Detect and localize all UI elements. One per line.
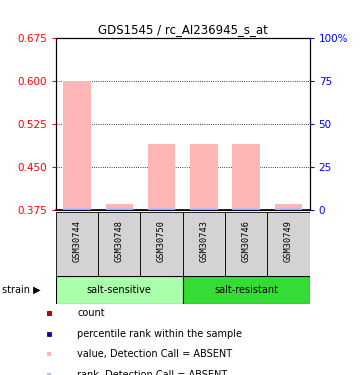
Text: GSM30746: GSM30746 bbox=[242, 219, 251, 262]
Bar bbox=[275, 204, 302, 210]
Bar bbox=[190, 208, 217, 210]
Text: salt-sensitive: salt-sensitive bbox=[87, 285, 152, 295]
Text: salt-resistant: salt-resistant bbox=[214, 285, 278, 295]
Text: count: count bbox=[77, 308, 105, 318]
Bar bbox=[183, 276, 310, 304]
Bar bbox=[56, 212, 98, 276]
Text: GSM30744: GSM30744 bbox=[72, 219, 81, 262]
Text: percentile rank within the sample: percentile rank within the sample bbox=[77, 329, 242, 339]
Title: GDS1545 / rc_AI236945_s_at: GDS1545 / rc_AI236945_s_at bbox=[98, 23, 267, 36]
Bar bbox=[148, 208, 175, 210]
Text: value, Detection Call = ABSENT: value, Detection Call = ABSENT bbox=[77, 350, 233, 359]
Bar bbox=[105, 208, 133, 210]
Text: GSM30743: GSM30743 bbox=[199, 219, 208, 262]
Bar bbox=[63, 81, 91, 210]
Bar bbox=[63, 208, 91, 210]
Bar bbox=[105, 204, 133, 210]
Text: GSM30750: GSM30750 bbox=[157, 219, 166, 262]
Bar bbox=[56, 276, 183, 304]
Bar bbox=[225, 212, 267, 276]
Bar bbox=[275, 208, 302, 210]
Bar bbox=[190, 144, 217, 210]
Bar bbox=[233, 144, 260, 210]
Text: rank, Detection Call = ABSENT: rank, Detection Call = ABSENT bbox=[77, 370, 228, 375]
Bar bbox=[98, 212, 140, 276]
Bar bbox=[233, 208, 260, 210]
Bar bbox=[140, 212, 183, 276]
Text: GSM30748: GSM30748 bbox=[115, 219, 124, 262]
Bar bbox=[183, 212, 225, 276]
Text: GSM30749: GSM30749 bbox=[284, 219, 293, 262]
Bar bbox=[148, 144, 175, 210]
Text: strain ▶: strain ▶ bbox=[2, 285, 40, 295]
Bar bbox=[267, 212, 310, 276]
